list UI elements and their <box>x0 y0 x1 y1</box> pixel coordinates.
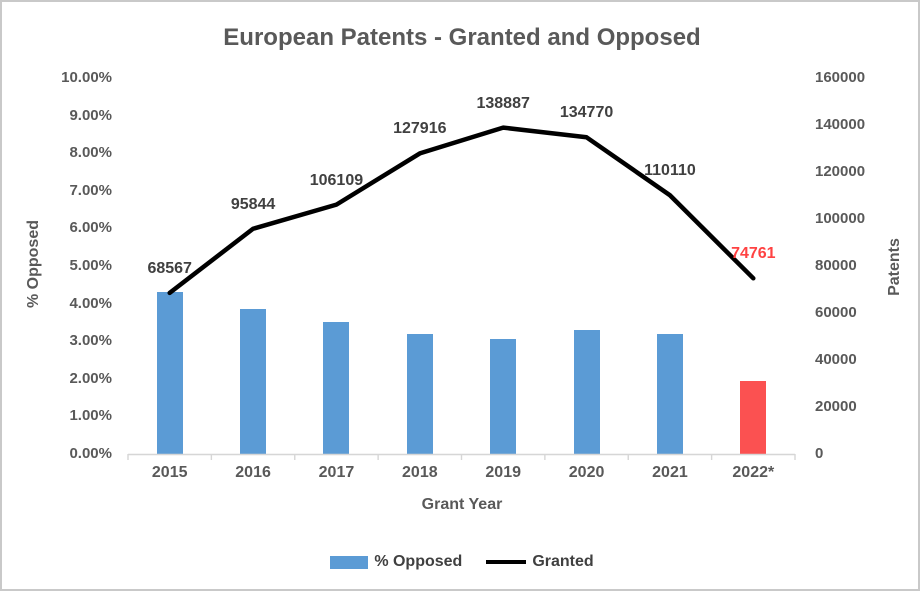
y-left-tick-label: 6.00% <box>69 219 112 237</box>
data-label-2019: 138887 <box>476 94 530 112</box>
y-left-tick-label: 0.00% <box>69 445 112 462</box>
legend-item-opposed: % Opposed <box>330 553 462 571</box>
y-right-tick-label: 80000 <box>815 257 857 274</box>
y-right-tick-label: 0 <box>815 445 824 462</box>
y-right-tick-label: 100000 <box>815 210 866 227</box>
data-label-2018: 127916 <box>393 120 447 138</box>
bar-2016 <box>240 309 267 454</box>
bar-2015 <box>156 292 183 454</box>
bar-2021 <box>656 333 683 454</box>
legend-item-label: Granted <box>532 553 594 570</box>
data-label-2020: 134770 <box>559 104 614 122</box>
data-label-2021: 110110 <box>644 162 696 180</box>
data-label-2022*: 74761 <box>731 245 776 263</box>
data-label-2017: 106109 <box>309 171 364 189</box>
bar-2022* <box>740 380 767 454</box>
bar-2018 <box>406 333 433 454</box>
bar-2020 <box>573 329 600 454</box>
y-right-tick-label: 120000 <box>815 163 866 180</box>
y-left-tick-label: 1.00% <box>69 407 112 425</box>
category-label-2019: 2019 <box>485 464 521 481</box>
category-label-2017: 2017 <box>318 464 355 481</box>
y-left-tick-label: 4.00% <box>69 294 112 312</box>
chart-title: European Patents - Granted and Opposed <box>223 24 701 51</box>
legend-item-granted: Granted <box>486 553 594 571</box>
y-left-tick-label: 8.00% <box>69 144 112 162</box>
granted-line <box>167 125 756 296</box>
category-label-2020: 2020 <box>568 464 605 481</box>
y-right-tick-label: 160000 <box>815 69 866 86</box>
category-label-2018: 2018 <box>402 464 438 481</box>
y-left-axis-title: % Opposed <box>25 220 42 309</box>
category-label-2015: 2015 <box>151 464 188 481</box>
x-axis-title: Grant Year <box>421 496 503 513</box>
data-label-2016: 95844 <box>230 195 276 213</box>
data-label-2015: 68567 <box>147 259 192 277</box>
y-left-tick-label: 2.00% <box>69 369 112 387</box>
y-right-tick-label: 60000 <box>815 304 857 321</box>
bar-2017 <box>323 322 350 454</box>
y-left-tick-label: 10.00% <box>61 69 112 86</box>
y-left-tick-label: 7.00% <box>69 181 112 199</box>
bar-2019 <box>490 339 517 454</box>
category-label-2022*: 2022* <box>732 464 775 481</box>
legend: % Opposed Granted <box>2 550 918 574</box>
y-left-tick-label: 5.00% <box>69 257 112 274</box>
category-label-2016: 2016 <box>235 464 271 481</box>
y-right-tick-label: 20000 <box>815 398 857 415</box>
category-label-2021: 2021 <box>652 464 688 481</box>
y-left-tick-label: 9.00% <box>69 106 112 124</box>
y-left-tick-label: 3.00% <box>69 332 112 350</box>
y-right-tick-label: 140000 <box>815 116 866 133</box>
line-swatch-icon <box>486 560 527 564</box>
y-right-axis-title: Patents <box>886 238 903 296</box>
legend-item-label: % Opposed <box>374 553 463 570</box>
y-right-tick-label: 40000 <box>815 351 857 368</box>
bar-swatch-icon <box>330 555 369 569</box>
